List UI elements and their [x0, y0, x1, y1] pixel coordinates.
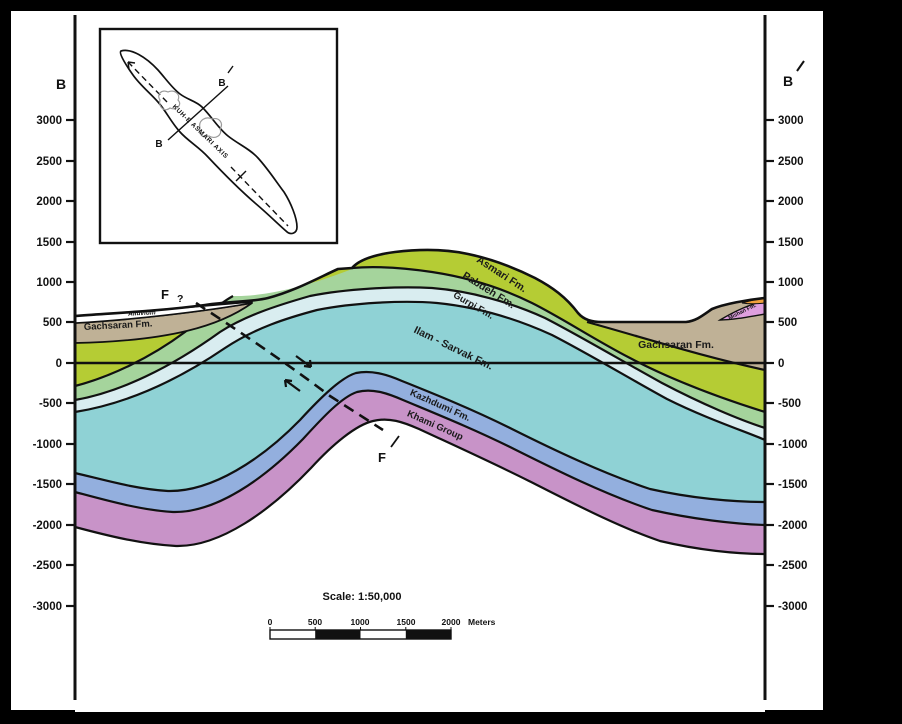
anticline-outline — [119, 49, 298, 235]
ilam-sarvak-base-line — [74, 370, 766, 504]
scale-bar: Scale: 1:50,000 0 500 1000 1500 2000 Met… — [268, 591, 496, 640]
svg-text:1500: 1500 — [36, 237, 62, 249]
fault-upper-query: ? — [177, 293, 183, 305]
right-axis-labels: 3000 2500 2000 1500 1000 500 0 -500 -100… — [778, 115, 807, 613]
scale-bar-seg-black-2 — [405, 630, 451, 639]
gachsaran-right-label: Gachsaran Fm. — [638, 339, 714, 351]
inset-section-line — [167, 85, 229, 141]
inset-b-prime-tick — [227, 65, 234, 74]
gurpi-base-line — [74, 300, 766, 442]
svg-text:3000: 3000 — [36, 115, 62, 127]
svg-text:2500: 2500 — [36, 156, 62, 168]
fault-movement-arrows — [283, 355, 313, 392]
svg-text:1500: 1500 — [778, 237, 804, 249]
svg-text:0: 0 — [778, 358, 784, 370]
below-khami-fill — [75, 419, 765, 712]
asmari-base-right-line — [351, 266, 766, 414]
section-end-right-label: B — [783, 73, 793, 89]
svg-text:0: 0 — [268, 617, 273, 627]
gachsaran-right-base-line — [586, 320, 766, 372]
axis-cross-tick — [235, 170, 247, 182]
svg-text:2000: 2000 — [442, 617, 461, 627]
outcrop-outlines — [158, 90, 223, 139]
svg-text:2500: 2500 — [778, 156, 804, 168]
svg-text:-500: -500 — [39, 398, 62, 410]
inset-b-label: B — [155, 139, 162, 150]
svg-text:-3000: -3000 — [33, 601, 62, 613]
svg-text:500: 500 — [308, 617, 322, 627]
scale-bar-labels: 0 500 1000 1500 2000 Meters — [268, 617, 496, 627]
left-axis-ticks — [66, 118, 75, 608]
axis-arrowhead — [127, 61, 136, 70]
svg-text:-2000: -2000 — [33, 520, 62, 532]
svg-text:2000: 2000 — [36, 196, 62, 208]
scale-title: Scale: 1:50,000 — [323, 591, 402, 603]
anticline-axis — [127, 61, 289, 227]
geology-fills — [75, 249, 765, 712]
svg-text:-3000: -3000 — [778, 601, 807, 613]
fault-group: F ? F — [161, 287, 400, 465]
gachsaran-right-fill — [587, 298, 765, 370]
svg-text:-1000: -1000 — [33, 439, 62, 451]
right-axis-ticks — [765, 118, 774, 608]
svg-text:0: 0 — [56, 358, 62, 370]
section-end-left-label: B — [56, 76, 66, 92]
pabdeh-base-line — [74, 286, 766, 430]
svg-text:500: 500 — [43, 317, 62, 329]
elevation-axes: B B 3000 2500 2000 1500 1000 500 0 -500 … — [33, 15, 807, 700]
fault-upper-label: F — [161, 287, 169, 302]
scale-unit-label: Meters — [468, 617, 496, 627]
fault-dashed-line — [195, 301, 384, 432]
fault-lower-prime-tick — [390, 435, 400, 448]
left-axis-labels: 3000 2500 2000 1500 1000 500 0 -500 -100… — [33, 115, 62, 613]
svg-text:1000: 1000 — [778, 277, 804, 289]
alluvium-label: Alluvium — [127, 309, 156, 317]
svg-text:1500: 1500 — [397, 617, 416, 627]
scale-bar-seg-black-1 — [315, 630, 361, 639]
inset-b-prime-label: B — [218, 78, 225, 89]
svg-text:-500: -500 — [778, 398, 801, 410]
khami-base-line — [74, 418, 766, 556]
gachsaran-left-label: Gachsaran Fm. — [84, 318, 153, 333]
formation-boundaries — [74, 266, 766, 556]
topographic-surface-line — [74, 248, 766, 324]
section-end-right-prime-tick — [796, 60, 805, 72]
svg-text:-1500: -1500 — [33, 479, 62, 491]
svg-text:3000: 3000 — [778, 115, 804, 127]
svg-text:2000: 2000 — [778, 196, 804, 208]
svg-text:-2000: -2000 — [778, 520, 807, 532]
svg-text:1000: 1000 — [351, 617, 370, 627]
svg-text:-2500: -2500 — [778, 560, 807, 572]
svg-text:1000: 1000 — [36, 277, 62, 289]
kazhdumi-base-line — [74, 389, 766, 527]
svg-text:-1000: -1000 — [778, 439, 807, 451]
scale-bar-ticks — [269, 627, 452, 630]
fault-lower-label: F — [378, 450, 386, 465]
svg-text:-2500: -2500 — [33, 560, 62, 572]
svg-text:500: 500 — [778, 317, 797, 329]
svg-text:-1500: -1500 — [778, 479, 807, 491]
surficial-units — [74, 248, 766, 372]
inset-map: KUH-E ASMARI AXIS B B — [98, 27, 339, 245]
